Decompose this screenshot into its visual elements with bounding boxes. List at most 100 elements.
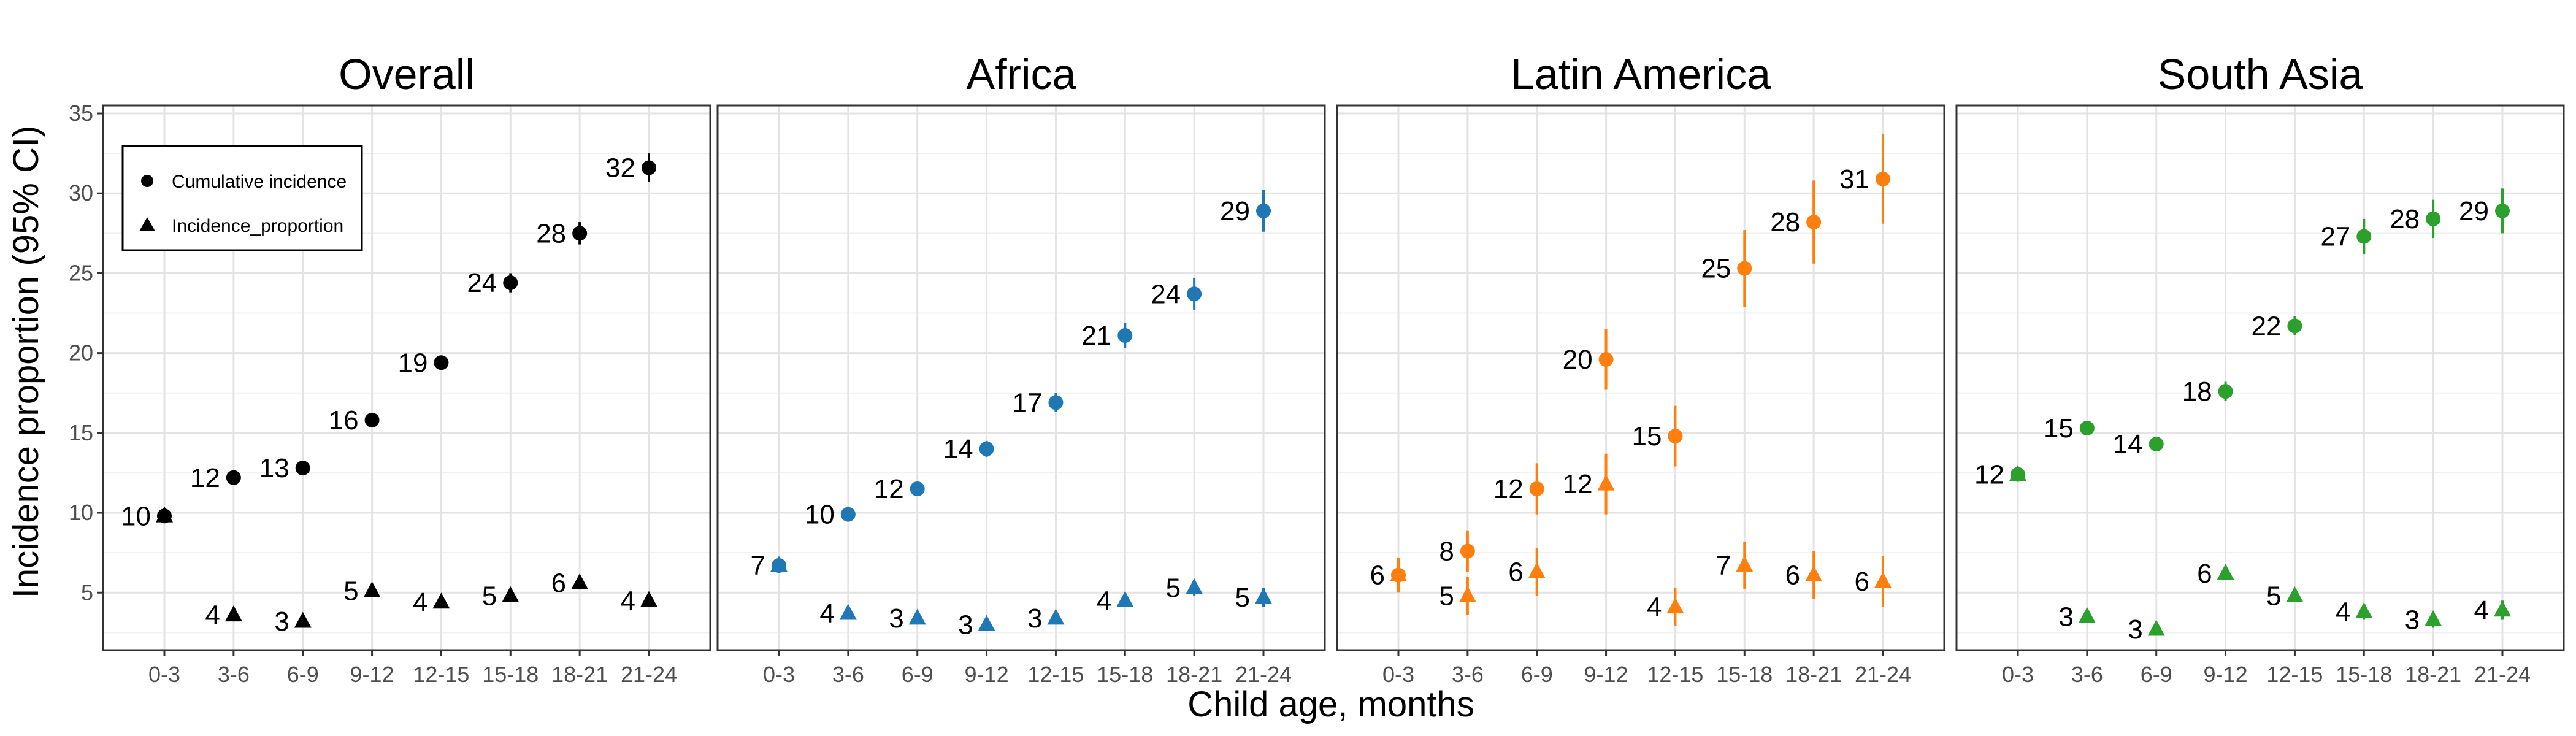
incidence-data-label: 4: [1097, 586, 1111, 616]
panel-border: [716, 104, 1326, 651]
incidence-point: [1597, 474, 1615, 491]
cumulative-point: [1256, 203, 1271, 218]
x-tick-label: 6-9: [287, 662, 319, 687]
incidence-data-label: 3: [1027, 604, 1042, 634]
cumulative-data-label: 12: [874, 474, 904, 504]
panel-title: Africa: [967, 50, 1076, 98]
cumulative-data-label: 32: [605, 153, 635, 183]
incidence-data-label: 6: [2197, 559, 2212, 589]
cumulative-point: [2287, 318, 2302, 334]
x-tick-label: 21-24: [2474, 662, 2531, 687]
x-tick-label: 15-18: [482, 662, 539, 687]
incidence-point: [2494, 600, 2511, 617]
incidence-point: [432, 592, 450, 609]
x-tick-label: 12-15: [1647, 662, 1703, 687]
incidence-point: [1459, 586, 1476, 602]
cumulative-data-label: 8: [1439, 537, 1454, 567]
incidence-data-label: 3: [2058, 602, 2073, 632]
cumulative-point: [2218, 384, 2233, 399]
cumulative-data-label: 19: [397, 348, 427, 378]
cumulative-point: [364, 413, 380, 428]
incidence-data-label: 3: [2128, 615, 2142, 645]
x-tick-label: 3-6: [1452, 662, 1484, 687]
incidence-data-label: 6: [1508, 557, 1523, 587]
panel-border: [102, 104, 711, 651]
incidence-data-label: 4: [205, 600, 220, 631]
panel-background: [718, 105, 1325, 650]
cumulative-point: [1187, 286, 1202, 302]
incidence-data-label: 4: [621, 586, 635, 616]
cumulative-data-label: 24: [467, 268, 497, 298]
x-tick-label: 21-24: [1855, 662, 1911, 687]
y-tick-label: 35: [69, 101, 93, 126]
incidence-point: [1255, 588, 1272, 604]
incidence-data-label: 4: [2336, 597, 2350, 627]
x-tick-label: 0-3: [148, 662, 180, 687]
incidence-data-label: 5: [1166, 573, 1181, 603]
incidence-data-label: 6: [551, 569, 566, 599]
cumulative-data-label: 20: [1563, 345, 1593, 375]
incidence-point: [224, 605, 242, 622]
incidence-data-label: 5: [1235, 583, 1250, 613]
panel-border: [1955, 104, 2565, 651]
panel-background: [1957, 105, 2564, 650]
cumulative-point: [226, 470, 241, 485]
incidence-data-label: 3: [958, 610, 973, 640]
y-tick-label: 20: [69, 340, 93, 366]
cumulative-point: [979, 441, 994, 456]
legend-circle-icon: [141, 175, 153, 187]
x-tick-label: 0-3: [2002, 662, 2034, 687]
incidence-data-label: 4: [819, 599, 834, 629]
cumulative-point: [1048, 395, 1064, 410]
incidence-point: [2355, 602, 2373, 618]
incidence-point: [2009, 464, 2026, 481]
panel-africa: Africa 0-3 3-6 6-9 9-12 12-15 15-18 18-21 21-24 7…: [716, 50, 1326, 687]
x-tick-label: 12-15: [413, 662, 469, 687]
cumulative-data-label: 29: [1220, 196, 1250, 226]
y-tick-label: 5: [81, 580, 93, 605]
panel-title: Overall: [339, 50, 475, 98]
legend-label: Incidence_proportion: [172, 216, 343, 236]
cumulative-data-label: 28: [1770, 207, 1800, 237]
cumulative-data-label: 10: [805, 500, 835, 530]
cumulative-data-label: 29: [2459, 196, 2489, 226]
incidence-data-label: 6: [1785, 561, 1800, 591]
cumulative-data-label: 12: [1493, 474, 1524, 504]
cumulative-point: [1598, 352, 1614, 367]
x-tick-label: 12-15: [2266, 662, 2323, 687]
incidence-point: [1736, 556, 1754, 572]
legend-label: Cumulative incidence: [172, 172, 347, 192]
x-tick-label: 18-21: [2405, 662, 2461, 687]
incidence-point: [1666, 597, 1684, 614]
cumulative-data-label: 28: [2390, 204, 2420, 234]
cumulative-data-label: 24: [1151, 279, 1181, 309]
incidence-data-label: 3: [274, 607, 289, 637]
cumulative-point: [2495, 203, 2510, 218]
incidence-data-label: 4: [413, 588, 427, 618]
panel-title: South Asia: [2158, 50, 2363, 98]
incidence-point: [363, 581, 381, 598]
cumulative-point: [2079, 421, 2095, 436]
y-tick-label: 25: [69, 260, 93, 285]
incidence-point: [1047, 608, 1065, 625]
x-tick-label: 3-6: [218, 662, 250, 687]
cumulative-data-label: 15: [2044, 413, 2074, 443]
incidence-data-label: 5: [1439, 581, 1454, 611]
x-tick-label: 18-21: [551, 662, 608, 687]
cumulative-point: [2426, 211, 2441, 226]
panel-overall: Overall 0-3 3-6 6-9 9-12 12-15 15-18 18-21 21-24…: [69, 50, 711, 687]
incidence-point: [1805, 565, 1823, 582]
cumulative-point: [2356, 229, 2372, 244]
cumulative-data-label: 10: [121, 501, 151, 531]
panel-south-asia: South Asia 0-3 3-6 6-9 9-12 12-15 15-18 18-21 21…: [1955, 50, 2565, 687]
cumulative-data-label: 25: [1701, 254, 1731, 284]
incidence-data-label: 7: [1716, 551, 1731, 581]
x-tick-label: 6-9: [2141, 662, 2172, 687]
cumulative-point: [1460, 543, 1475, 559]
legend-box: [121, 145, 363, 251]
cumulative-point: [2149, 437, 2164, 452]
cumulative-data-label: 12: [1974, 460, 2004, 490]
incidence-point: [839, 604, 857, 620]
cumulative-data-label: 13: [259, 453, 289, 483]
incidence-data-label: 5: [482, 581, 497, 611]
